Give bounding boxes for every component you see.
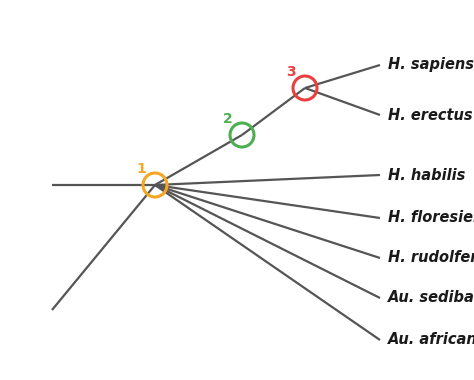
Text: H. habilis: H. habilis: [388, 168, 465, 182]
Text: H. rudolfensis: H. rudolfensis: [388, 250, 474, 266]
Text: 2: 2: [223, 112, 233, 126]
Text: H. floresiensis: H. floresiensis: [388, 211, 474, 225]
Text: H. erectus: H. erectus: [388, 108, 473, 122]
Text: Au. africanus: Au. africanus: [388, 332, 474, 347]
Text: 1: 1: [136, 162, 146, 176]
Text: Au. sediba: Au. sediba: [388, 290, 474, 306]
Text: 3: 3: [286, 65, 296, 79]
Text: H. sapiens: H. sapiens: [388, 57, 474, 73]
